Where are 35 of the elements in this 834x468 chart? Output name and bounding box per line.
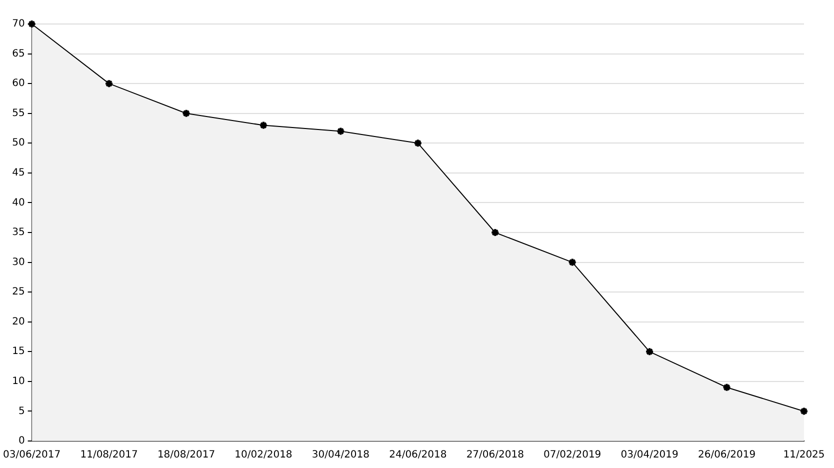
x-tick-label: 03/06/2017: [3, 450, 61, 461]
x-tick-label: 27/06/2018: [466, 450, 524, 461]
y-tick-label: 65: [12, 48, 25, 60]
y-tick-label: 15: [12, 346, 25, 358]
y-tick-label: 5: [18, 406, 25, 417]
x-tick-label: 03/04/2019: [620, 450, 678, 461]
point: [258, 120, 268, 130]
x-tick-label: 11/08/2017: [80, 450, 138, 461]
x-tick-label: 10/02/2018: [234, 450, 292, 461]
point: [645, 347, 654, 356]
y-tick-label: 70: [12, 18, 25, 30]
x-tick-label: 30/04/2018: [312, 450, 370, 461]
point: [336, 126, 346, 136]
y-tick-label: 45: [12, 168, 25, 179]
y-tick-label: 60: [12, 78, 25, 90]
point: [722, 382, 732, 392]
point: [413, 138, 422, 148]
y-tick-label: 20: [12, 316, 25, 328]
point: [568, 258, 577, 267]
y-tick-label: 35: [12, 227, 25, 238]
y-tick-label: 55: [12, 108, 25, 119]
y-tick-label: 50: [12, 138, 25, 149]
x-tick-label: 18/08/2017: [157, 450, 216, 461]
x-tick-label: 24/06/2018: [389, 450, 447, 461]
x-tick-label: 07/02/2019: [544, 450, 602, 461]
y-tick-label: 10: [12, 376, 25, 388]
point: [104, 79, 114, 88]
point: [182, 108, 191, 118]
x-tick-label: 26/06/2019: [698, 450, 756, 461]
y-tick-label: 30: [12, 256, 25, 268]
y-tick-label: 40: [12, 197, 25, 208]
x-tick-label: 11/2025: [783, 450, 825, 461]
y-tick-label: 0: [18, 436, 25, 447]
y-tick-label: 25: [12, 286, 25, 298]
point: [490, 228, 500, 237]
